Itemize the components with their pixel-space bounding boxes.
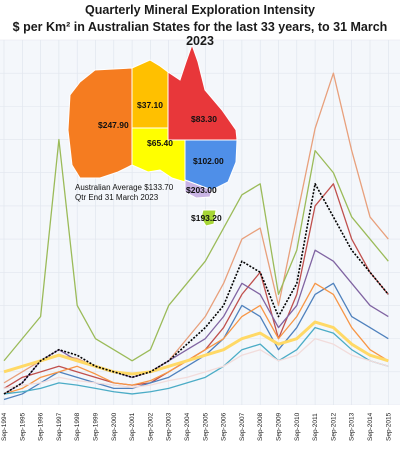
x-tick-label: Sep-2014	[367, 412, 374, 441]
map-state-vic	[184, 179, 213, 199]
x-tick-label: Sep-2006	[221, 412, 228, 441]
x-tick-label: Sep-1999	[93, 412, 100, 441]
map-label-sa: $65.40	[147, 138, 173, 148]
series-layer	[3, 72, 389, 401]
map-label-nt: $37.10	[137, 100, 163, 110]
x-tick-label: Sep-1994	[1, 412, 8, 441]
map-label-wa: $247.90	[98, 120, 129, 130]
australia-map	[67, 43, 238, 227]
map-state-nt	[131, 59, 169, 129]
chart-subtitle: $ per Km² in Australian States for the l…	[12, 20, 388, 48]
x-tick-label: Sep-2015	[385, 412, 392, 441]
x-tick-label: Sep-2013	[349, 412, 356, 441]
map-label-tas: $193.20	[191, 213, 222, 223]
series-line-10	[3, 182, 389, 395]
series-line-6	[3, 282, 389, 395]
x-tick-label: Sep-1996	[38, 412, 45, 441]
map-label-nsw: $102.00	[193, 156, 224, 166]
series-line-4	[3, 249, 389, 395]
map-note-average: Australian Average $133.70	[75, 183, 174, 192]
x-tick-label: Sep-1995	[19, 412, 26, 441]
map-labels: $247.90 $37.10 $65.40 $83.30 $102.00 $203.00 $…	[98, 100, 224, 223]
map-label-vic: $203.00	[186, 185, 217, 195]
x-tick-label: Sep-2003	[166, 412, 173, 441]
chart-title: Quarterly Mineral Exploration Intensity	[85, 3, 315, 17]
x-tick-label: Sep-2008	[257, 412, 264, 441]
map-note-quarter: Qtr End 31 March 2023	[75, 193, 159, 202]
x-tick-label: Sep-2001	[129, 412, 136, 441]
series-line-9	[3, 320, 389, 376]
x-tick-label: Sep-2007	[239, 412, 246, 441]
series-line-2	[3, 138, 389, 362]
x-tick-label: Sep-2012	[330, 412, 337, 441]
x-tick-label: Sep-2004	[184, 412, 191, 441]
x-tick-label: Sep-2009	[276, 412, 283, 441]
x-tick-label: Sep-2000	[111, 412, 118, 441]
x-tick-label: Sep-2010	[294, 412, 301, 441]
series-line-7	[3, 326, 389, 395]
x-tick-label: Sep-1997	[56, 412, 63, 441]
map-state-tas	[200, 209, 217, 227]
x-axis: Sep-1994 Sep-1995 Sep-1996 Sep-1997 Sep-1998…	[0, 405, 400, 445]
map-label-qld: $83.30	[191, 114, 217, 124]
map-state-wa	[67, 67, 133, 179]
x-tick-label: Sep-2011	[312, 413, 319, 441]
x-axis-band	[0, 405, 400, 445]
x-tick-label: Sep-2002	[147, 412, 154, 441]
x-tick-label: Sep-2005	[202, 412, 209, 441]
series-line-8	[3, 337, 389, 390]
x-tick-label: Sep-1998	[74, 412, 81, 441]
